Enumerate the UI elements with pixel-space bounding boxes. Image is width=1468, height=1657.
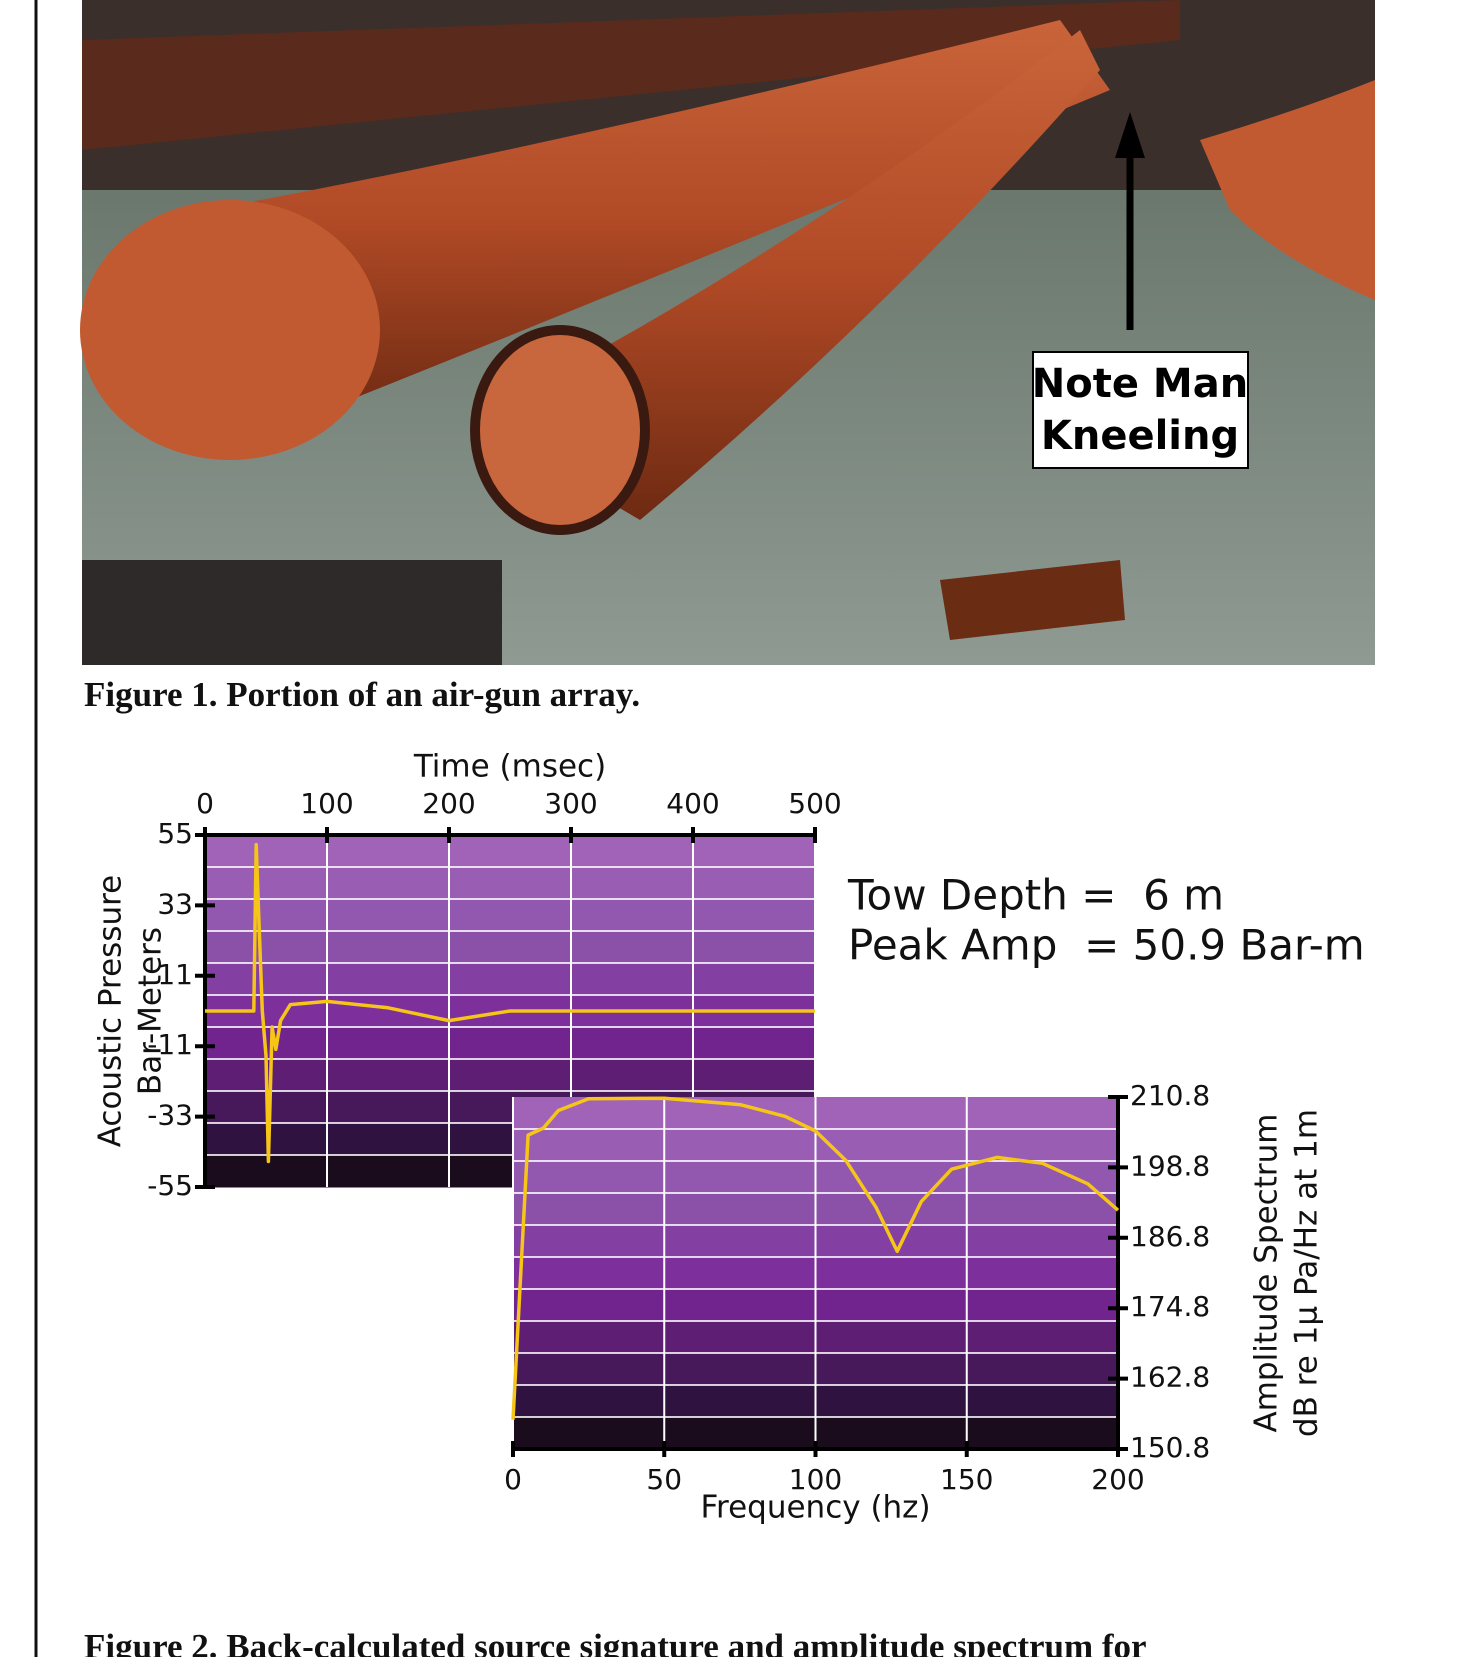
chart: 0 50 100 150 200 210.8 198.8 186.8 174.8 162.8 150… [504, 1079, 1324, 1526]
x-tick-label: 100 [789, 1463, 842, 1496]
x-tick-label: 150 [940, 1463, 993, 1496]
x-tick-label: 0 [196, 787, 214, 820]
x-tick-label: 200 [422, 787, 475, 820]
figure-caption: Figure 2. Back-calculated source signatu… [84, 1627, 1147, 1657]
x-tick-label: 400 [666, 787, 719, 820]
y-tick-label: 186.8 [1130, 1220, 1210, 1253]
y-tick-label: 198.8 [1130, 1149, 1210, 1182]
x-tick-label: 50 [646, 1463, 682, 1496]
series-line [511, 1096, 1120, 1420]
plot-band [205, 931, 815, 964]
y-tick-label: -11 [147, 1028, 193, 1061]
plot-band [205, 835, 815, 868]
x-axis-title: Frequency (hz) [700, 1490, 930, 1526]
plot-band [205, 1027, 815, 1060]
y-tick-label: 55 [157, 817, 193, 850]
y-tick-label: 174.8 [1130, 1290, 1210, 1323]
x-tick-label: 0 [504, 1463, 522, 1496]
y-axis-title: dB re 1µ Pa/Hz at 1m [1289, 1109, 1325, 1437]
y-axis-title: Acoustic Pressure [93, 875, 129, 1148]
callout-text: Note Man [1032, 361, 1248, 407]
figure-caption: Figure 1. Portion of an air-gun array. [84, 675, 640, 714]
y-tick-label: -55 [147, 1169, 193, 1202]
x-tick-label: 300 [544, 787, 597, 820]
y-tick-label: 150.8 [1130, 1431, 1210, 1464]
x-tick-label: 500 [788, 787, 841, 820]
photo: Note Man Kneeling [80, 0, 1375, 665]
y-tick-label: -33 [147, 1099, 193, 1132]
annotation: Peak Amp = 50.9 Bar-m [848, 921, 1365, 970]
annotation: Tow Depth = 6 m [847, 871, 1224, 920]
x-axis-title: Time (msec) [413, 749, 606, 785]
callout-text: Kneeling [1041, 413, 1239, 459]
plot-band [205, 899, 815, 932]
y-tick-label: 11 [157, 958, 193, 991]
y-axis-title: Amplitude Spectrum [1249, 1114, 1285, 1433]
x-tick-label: 100 [300, 787, 353, 820]
y-tick-label: 162.8 [1130, 1361, 1210, 1394]
plot-band [205, 867, 815, 900]
y-axis-title: Bar-Meters [133, 927, 169, 1095]
y-tick-label: 33 [157, 887, 193, 920]
series-line [205, 842, 815, 1164]
plot-band [205, 1059, 815, 1092]
y-tick-label: 210.8 [1130, 1079, 1210, 1112]
plot-band [205, 963, 815, 996]
x-tick-label: 200 [1091, 1463, 1144, 1496]
